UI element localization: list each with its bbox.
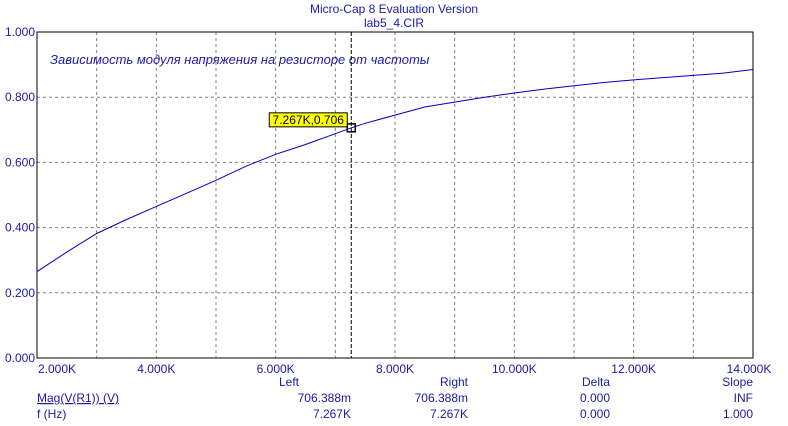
readout-row-slope: 1.000 xyxy=(723,407,753,421)
series xyxy=(36,69,754,273)
x-axis: 2.000K 4.000K 6.000K 8.000K 10.000K 12.000K 14… xyxy=(38,362,771,376)
readout-row-right: 706.388m xyxy=(415,391,468,405)
y-tick-label: 0.600 xyxy=(5,155,35,169)
readout-row-left: 706.388m xyxy=(298,391,351,405)
grid xyxy=(37,32,753,358)
readout-row-delta: 0.000 xyxy=(580,407,610,421)
x-tick-label: 4.000K xyxy=(137,362,175,376)
y-tick-label: 0.200 xyxy=(5,286,35,300)
chart-annotation: Зависимость модуля напряжения на резисто… xyxy=(50,52,430,67)
readout-row-slope: INF xyxy=(734,391,753,405)
y-axis: 0.000 0.200 0.400 0.600 0.800 1.000 xyxy=(5,25,35,365)
x-tick-label: 8.000K xyxy=(376,362,414,376)
x-tick-label: 12.000K xyxy=(611,362,656,376)
series-line xyxy=(36,69,754,273)
y-tick-label: 0.400 xyxy=(5,221,35,235)
readout-row-delta: 0.000 xyxy=(580,391,610,405)
readout-header-slope: Slope xyxy=(722,375,753,389)
plot-frame xyxy=(36,31,754,359)
x-tick-label: 10.000K xyxy=(492,362,537,376)
window-title: Micro-Cap 8 Evaluation Version xyxy=(310,2,478,16)
readout-row-name: f (Hz) xyxy=(37,407,66,421)
cursor[interactable]: 7.267K,0.706 xyxy=(268,32,357,358)
x-tick-label: 2.000K xyxy=(38,362,76,376)
readout-row-right: 7.267K xyxy=(430,407,468,421)
readout-header-left: Left xyxy=(279,375,300,389)
y-tick-label: 1.000 xyxy=(5,25,35,39)
cursor-marker[interactable] xyxy=(346,123,357,133)
file-name: lab5_4.CIR xyxy=(364,16,424,30)
x-tick-label: 14.000K xyxy=(727,362,772,376)
cursor-label: 7.267K,0.706 xyxy=(273,113,345,127)
readout-row-left: 7.267K xyxy=(313,407,351,421)
y-tick-label: 0.800 xyxy=(5,90,35,104)
cursor-readout: Left Right Delta Slope Mag(V(R1)) (V) 70… xyxy=(37,375,753,421)
x-tick-label: 6.000K xyxy=(257,362,295,376)
readout-header-right: Right xyxy=(440,375,469,389)
readout-header-delta: Delta xyxy=(582,375,610,389)
readout-row-name[interactable]: Mag(V(R1)) (V) xyxy=(37,391,119,405)
cursor-label-box xyxy=(268,112,348,128)
y-tick-label: 0.000 xyxy=(5,351,35,365)
